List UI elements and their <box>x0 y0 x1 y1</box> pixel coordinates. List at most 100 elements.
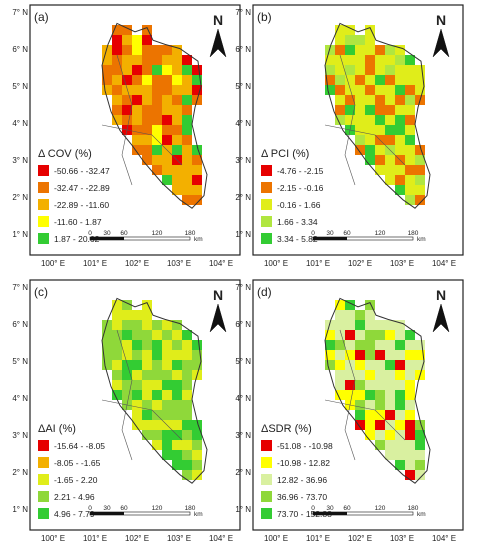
latitude-label: 6° N <box>235 320 251 329</box>
grid-cell <box>172 75 182 85</box>
grid-cell <box>162 320 172 330</box>
grid-cell <box>112 65 122 75</box>
grid-cell <box>335 350 345 360</box>
scale-unit-label: km <box>417 511 426 518</box>
grid-cell <box>182 350 192 360</box>
grid-cell <box>172 320 182 330</box>
grid-cell <box>415 420 425 430</box>
grid-cell <box>415 165 425 175</box>
grid-cell <box>122 25 132 35</box>
grid-cell <box>325 85 335 95</box>
grid-cell <box>355 105 365 115</box>
grid-cell <box>325 65 335 75</box>
grid-cell <box>375 45 385 55</box>
grid-cell <box>355 125 365 135</box>
grid-cell <box>142 25 152 35</box>
grid-cell <box>192 360 202 370</box>
grid-cell <box>385 340 395 350</box>
longitude-label: 102° E <box>348 534 372 543</box>
latitude-label: 6° N <box>12 320 28 329</box>
longitude-label: 100° E <box>264 259 288 268</box>
grid-cell <box>142 135 152 145</box>
grid-cell <box>162 95 172 105</box>
grid-cell <box>162 125 172 135</box>
grid-cell <box>182 390 192 400</box>
grid-cell <box>152 340 162 350</box>
grid-cell <box>142 105 152 115</box>
legend-label: -1.65 - 2.20 <box>54 475 98 485</box>
grid-cell <box>405 115 415 125</box>
grid-cell <box>355 65 365 75</box>
longitude-label: 101° E <box>83 534 107 543</box>
grid-cell <box>142 75 152 85</box>
grid-cell <box>162 175 172 185</box>
grid-cell <box>395 55 405 65</box>
grid-cell <box>152 85 162 95</box>
grid-cell <box>355 400 365 410</box>
grid-cell <box>142 45 152 55</box>
grid-cell <box>415 175 425 185</box>
latitude-label: 7° N <box>12 283 28 292</box>
legend-swatch <box>38 440 49 451</box>
grid-cell <box>395 75 405 85</box>
grid-cell <box>112 340 122 350</box>
grid-cell <box>142 310 152 320</box>
grid-cell <box>395 330 405 340</box>
grid-cell <box>172 380 182 390</box>
scale-tick-label: 180 <box>185 505 196 512</box>
grid-cell <box>365 105 375 115</box>
grid-cell <box>172 65 182 75</box>
grid-cell <box>385 350 395 360</box>
grid-cell <box>192 185 202 195</box>
grid-cell <box>405 460 415 470</box>
grid-cell <box>375 370 385 380</box>
grid-cell <box>132 125 142 135</box>
grid-cell <box>335 370 345 380</box>
grid-cell <box>395 165 405 175</box>
grid-cell <box>132 370 142 380</box>
grid-cell <box>152 55 162 65</box>
grid-cell <box>122 95 132 105</box>
grid-cell <box>182 185 192 195</box>
grid-cell <box>365 340 375 350</box>
grid-cell <box>132 95 142 105</box>
grid-cell <box>142 370 152 380</box>
latitude-label: 5° N <box>12 357 28 366</box>
grid-cell <box>142 430 152 440</box>
grid-cell <box>122 380 132 390</box>
legend-swatch <box>261 199 272 210</box>
grid-cell <box>385 430 395 440</box>
grid-cell <box>395 420 405 430</box>
grid-cell <box>335 75 345 85</box>
grid-cell <box>385 155 395 165</box>
grid-cell <box>365 75 375 85</box>
grid-cell <box>162 75 172 85</box>
grid-cell <box>182 420 192 430</box>
longitude-label: 102° E <box>348 259 372 268</box>
grid-cell <box>355 85 365 95</box>
grid-cell <box>345 310 355 320</box>
latitude-label: 1° N <box>235 505 251 514</box>
grid-cell <box>365 85 375 95</box>
scale-bar-segment <box>313 237 347 240</box>
grid-cell <box>415 350 425 360</box>
grid-cell <box>395 175 405 185</box>
grid-cell <box>395 135 405 145</box>
grid-cell <box>375 440 385 450</box>
grid-cell <box>365 45 375 55</box>
grid-cell <box>142 330 152 340</box>
grid-cell <box>335 360 345 370</box>
grid-cell <box>365 420 375 430</box>
grid-cell <box>192 420 202 430</box>
grid-cell <box>132 350 142 360</box>
grid-cell <box>395 460 405 470</box>
grid-cell <box>405 185 415 195</box>
grid-cell <box>132 420 142 430</box>
grid-cell <box>385 55 395 65</box>
scale-bar-segment <box>90 237 124 240</box>
grid-cell <box>182 135 192 145</box>
scale-unit-label: km <box>417 236 426 243</box>
state-boundary <box>101 124 183 166</box>
grid-cell <box>172 350 182 360</box>
legend-swatch <box>38 216 49 227</box>
